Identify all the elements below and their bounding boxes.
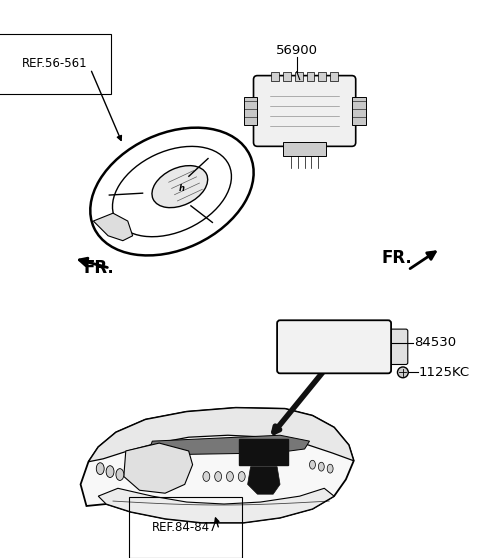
Ellipse shape	[116, 469, 124, 480]
Bar	[377, 323, 385, 332]
Polygon shape	[124, 443, 192, 493]
FancyBboxPatch shape	[253, 75, 356, 146]
Bar	[295, 71, 303, 81]
Bar	[244, 97, 257, 125]
Polygon shape	[81, 408, 354, 523]
Ellipse shape	[318, 462, 324, 471]
Bar	[291, 323, 299, 332]
Bar	[312, 323, 320, 332]
Text: FR.: FR.	[84, 259, 114, 277]
Text: 1125KC: 1125KC	[419, 366, 470, 379]
Text: FR.: FR.	[381, 249, 412, 267]
Ellipse shape	[152, 166, 208, 208]
Bar	[283, 71, 291, 81]
Bar	[301, 323, 310, 332]
Bar	[324, 323, 331, 332]
Bar	[352, 97, 366, 125]
Text: REF.56-561: REF.56-561	[22, 57, 87, 70]
Ellipse shape	[203, 472, 210, 482]
Circle shape	[397, 367, 408, 378]
Bar	[345, 323, 353, 332]
Bar	[356, 323, 363, 332]
Bar	[239, 439, 288, 465]
Bar	[318, 71, 326, 81]
Polygon shape	[248, 466, 280, 494]
Bar	[307, 71, 314, 81]
Bar	[283, 142, 326, 156]
Text: REF.84-847: REF.84-847	[152, 521, 218, 534]
Ellipse shape	[238, 472, 245, 482]
Bar	[367, 323, 374, 332]
Bar	[271, 71, 279, 81]
Text: 56900: 56900	[276, 44, 318, 57]
Ellipse shape	[215, 472, 222, 482]
Ellipse shape	[310, 460, 315, 469]
Ellipse shape	[106, 466, 114, 478]
FancyBboxPatch shape	[386, 329, 408, 364]
Polygon shape	[93, 213, 132, 240]
Polygon shape	[149, 435, 310, 455]
Bar	[330, 71, 338, 81]
Polygon shape	[98, 488, 334, 523]
Bar	[334, 323, 342, 332]
FancyBboxPatch shape	[277, 320, 391, 373]
Ellipse shape	[327, 464, 333, 473]
Ellipse shape	[96, 463, 104, 474]
Text: 84530: 84530	[414, 336, 456, 349]
Ellipse shape	[227, 472, 233, 482]
Text: h: h	[179, 184, 185, 193]
Polygon shape	[88, 408, 354, 462]
